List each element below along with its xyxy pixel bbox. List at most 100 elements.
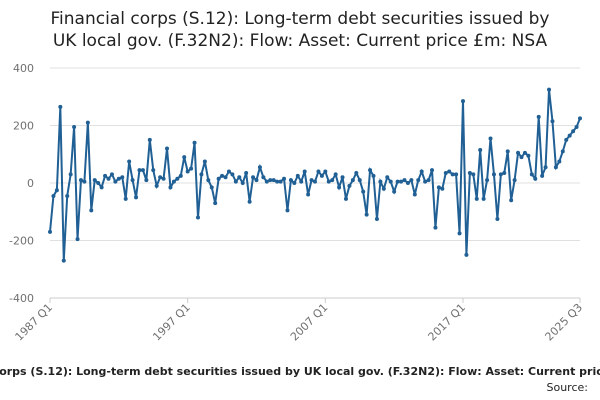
point [295, 173, 300, 178]
point [116, 176, 121, 181]
y-tick-label: -400 [9, 292, 34, 305]
point [127, 159, 132, 164]
point [113, 179, 118, 184]
point [337, 185, 342, 190]
point [282, 176, 287, 181]
point [206, 178, 211, 183]
point [237, 175, 242, 180]
point [361, 189, 366, 194]
point [474, 196, 479, 201]
point [426, 178, 431, 183]
point [354, 170, 359, 175]
point [99, 185, 104, 190]
point [543, 165, 548, 170]
point [467, 170, 472, 175]
point [120, 175, 125, 180]
point [509, 198, 514, 203]
point [130, 178, 135, 183]
point [313, 179, 317, 184]
chart-footer: Financial corps (S.12): Long-term debt s… [0, 365, 600, 378]
point [557, 159, 562, 164]
point [526, 153, 531, 158]
point [460, 99, 465, 104]
point [516, 150, 521, 155]
point [447, 169, 452, 174]
point [385, 175, 390, 180]
x-tick-label: 2007 Q1 [288, 301, 331, 344]
point [505, 149, 510, 154]
point [450, 172, 455, 177]
point [512, 178, 517, 183]
y-tick-label: -200 [9, 235, 34, 248]
point [151, 168, 156, 173]
point [533, 176, 538, 181]
point [430, 168, 435, 173]
point [423, 179, 428, 184]
point [392, 189, 397, 194]
point [158, 175, 163, 180]
point [495, 216, 500, 221]
point [302, 169, 307, 174]
point [578, 116, 582, 121]
y-tick-label: 0 [27, 177, 34, 190]
point [399, 179, 404, 184]
point [323, 169, 328, 174]
point [405, 181, 410, 185]
point [285, 208, 290, 213]
point [109, 172, 114, 177]
point [368, 168, 373, 173]
point [92, 178, 97, 183]
point [306, 192, 311, 197]
point [226, 169, 231, 174]
point [440, 186, 445, 191]
point [419, 169, 424, 174]
point [123, 196, 128, 201]
point [213, 201, 218, 206]
point [89, 208, 94, 213]
point [374, 216, 379, 221]
point [257, 165, 262, 170]
point [168, 185, 173, 190]
point [364, 212, 369, 217]
point [134, 195, 139, 200]
y-tick-label: 200 [13, 120, 34, 133]
point [199, 172, 204, 177]
point [519, 155, 524, 160]
point [103, 173, 108, 178]
point [485, 178, 490, 183]
point [326, 179, 331, 184]
point [529, 172, 534, 177]
point [564, 137, 569, 142]
point [571, 129, 576, 134]
point [264, 179, 269, 184]
point [330, 178, 335, 183]
point [560, 149, 565, 154]
point [416, 178, 421, 183]
point [75, 237, 80, 242]
point [58, 104, 63, 109]
point [478, 147, 483, 152]
point [165, 146, 170, 151]
point [457, 231, 462, 236]
point [550, 119, 555, 124]
point [51, 193, 56, 198]
point [567, 133, 572, 138]
point [388, 179, 393, 184]
point [299, 179, 304, 184]
point [233, 179, 238, 184]
point [357, 178, 362, 183]
point [185, 169, 190, 174]
point [247, 199, 252, 204]
x-tick-label: 2025 Q3 [543, 301, 586, 344]
point [454, 172, 459, 177]
point [261, 175, 266, 180]
point [381, 186, 386, 191]
point [350, 178, 355, 183]
point [147, 137, 152, 142]
point [433, 225, 438, 230]
point [481, 196, 486, 201]
point [171, 179, 176, 184]
point [65, 193, 70, 198]
point [154, 183, 159, 188]
point [230, 172, 235, 177]
